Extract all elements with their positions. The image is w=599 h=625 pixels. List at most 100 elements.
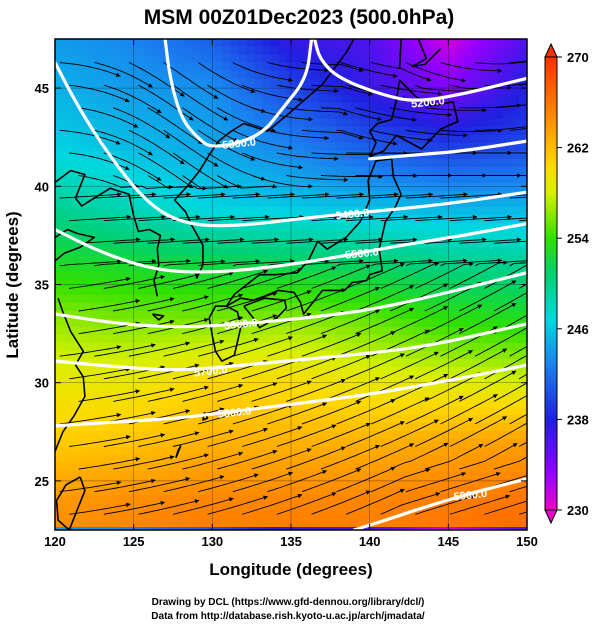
heat-cell — [511, 287, 520, 296]
heat-cell — [71, 79, 80, 88]
heat-cell — [215, 279, 224, 288]
heat-cell — [183, 55, 192, 64]
heat-cell — [71, 311, 80, 320]
heat-cell — [375, 279, 384, 288]
heat-cell — [391, 303, 400, 312]
heat-cell — [407, 223, 416, 232]
heat-cell — [439, 503, 448, 512]
heat-cell — [479, 471, 488, 480]
heat-cell — [375, 239, 384, 248]
heat-cell — [383, 527, 392, 530]
heat-cell — [191, 383, 200, 392]
heat-cell — [503, 183, 512, 192]
heat-cell — [295, 503, 304, 512]
heat-cell — [399, 255, 408, 264]
heat-cell — [71, 351, 80, 360]
heat-cell — [279, 119, 288, 128]
heat-cell — [343, 95, 352, 104]
heat-cell — [127, 287, 136, 296]
heat-cell — [111, 287, 120, 296]
heat-cell — [127, 223, 136, 232]
heat-cell — [63, 415, 72, 424]
heat-cell — [423, 423, 432, 432]
heat-cell — [111, 71, 120, 80]
heat-cell — [231, 159, 240, 168]
heat-cell — [199, 503, 208, 512]
heat-cell — [79, 71, 88, 80]
heat-cell — [55, 111, 64, 120]
height-contour-5800.0 — [55, 363, 527, 428]
heat-cell — [103, 175, 112, 184]
heat-cell — [391, 295, 400, 304]
heat-cell — [495, 127, 504, 136]
heat-cell — [519, 175, 527, 184]
heat-cell — [127, 263, 136, 272]
heat-cell — [479, 463, 488, 472]
heat-cell — [247, 335, 256, 344]
streamline — [311, 490, 371, 515]
heat-cell — [167, 87, 176, 96]
heat-cell — [79, 351, 88, 360]
heat-cell — [271, 119, 280, 128]
heat-cell — [119, 375, 128, 384]
heat-cell — [143, 295, 152, 304]
heat-cell — [359, 335, 368, 344]
streamline — [198, 337, 259, 357]
heat-cell — [247, 511, 256, 520]
heat-cell — [183, 303, 192, 312]
heat-cell — [311, 399, 320, 408]
heat-cell — [455, 255, 464, 264]
heat-cell — [407, 111, 416, 120]
heat-cell — [295, 247, 304, 256]
heat-cell — [111, 295, 120, 304]
heat-cell — [199, 311, 208, 320]
heat-cell — [103, 487, 112, 496]
heat-cell — [135, 55, 144, 64]
heat-cell — [255, 39, 264, 48]
heat-cell — [111, 487, 120, 496]
heat-cell — [471, 263, 480, 272]
heat-cell — [175, 247, 184, 256]
heat-cell — [335, 407, 344, 416]
streamline — [232, 129, 294, 150]
colorbar-gradient — [544, 56, 558, 511]
heat-cell — [455, 415, 464, 424]
heat-cell — [55, 511, 64, 520]
heat-cell — [143, 87, 152, 96]
heat-cell — [439, 207, 448, 216]
heat-cell — [415, 511, 424, 520]
heat-cell — [511, 159, 520, 168]
heat-cell — [279, 183, 288, 192]
heat-cell — [87, 167, 96, 176]
heat-cell — [335, 151, 344, 160]
heat-cell — [135, 231, 144, 240]
colorbar-tick-label: 270 — [567, 50, 589, 65]
heat-cell — [295, 383, 304, 392]
heat-cell — [271, 503, 280, 512]
heat-cell — [407, 319, 416, 328]
heat-cell — [135, 431, 144, 440]
heat-cell — [199, 447, 208, 456]
streamline — [94, 192, 157, 199]
heat-cell — [63, 39, 72, 48]
heat-cell — [239, 327, 248, 336]
heat-cell — [119, 239, 128, 248]
heat-cell — [159, 39, 168, 48]
heat-cell — [247, 95, 256, 104]
heat-cell — [455, 519, 464, 528]
heat-cell — [327, 183, 336, 192]
heat-cell — [351, 295, 360, 304]
heat-cell — [343, 311, 352, 320]
colorbar-tick-label: 262 — [567, 141, 589, 156]
heat-cell — [415, 327, 424, 336]
heat-cell — [407, 247, 416, 256]
heat-cell — [295, 455, 304, 464]
heat-cell — [167, 335, 176, 344]
heat-cell — [247, 151, 256, 160]
heat-cell — [239, 519, 248, 528]
heat-cell — [183, 295, 192, 304]
streamline — [371, 258, 434, 267]
heat-cell — [103, 383, 112, 392]
heat-cell — [119, 223, 128, 232]
heat-cell — [343, 343, 352, 352]
